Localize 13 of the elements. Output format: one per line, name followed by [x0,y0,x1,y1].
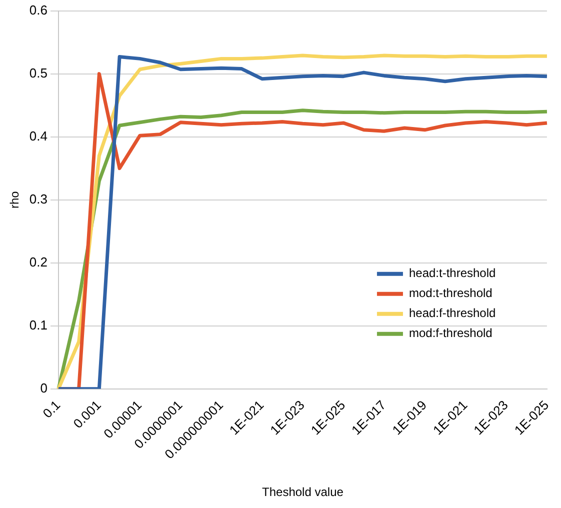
y-tick-label: 0.2 [29,254,48,270]
y-tick-label: 0.4 [29,128,48,144]
y-tick-label: 0 [40,380,48,396]
y-axis-title: rho [8,190,22,209]
legend-label: mod:t-threshold [408,286,492,300]
legend-label: head:f-threshold [408,306,496,320]
y-tick-label: 0.1 [29,317,48,332]
legend-label: head:t-threshold [408,266,496,280]
legend-label: mod:f-threshold [408,326,492,340]
x-axis-title: Theshold value [262,485,344,500]
y-tick-label: 0.3 [29,191,48,206]
y-tick-label: 0.5 [29,65,48,80]
y-tick-label: 0.6 [29,2,48,18]
